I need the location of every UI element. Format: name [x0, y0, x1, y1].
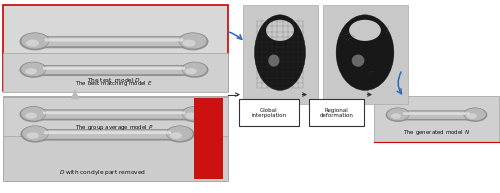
FancyBboxPatch shape — [43, 111, 185, 114]
Ellipse shape — [20, 62, 48, 78]
Ellipse shape — [26, 68, 37, 74]
Text: Regional
deformation: Regional deformation — [320, 108, 354, 118]
Ellipse shape — [21, 62, 46, 77]
Bar — [2, 96, 228, 181]
Ellipse shape — [170, 132, 182, 139]
Ellipse shape — [391, 113, 401, 119]
Bar — [194, 98, 222, 179]
Text: Global
interpolation: Global interpolation — [252, 108, 286, 118]
Ellipse shape — [20, 33, 50, 50]
Ellipse shape — [182, 62, 207, 77]
Bar — [2, 97, 228, 136]
FancyBboxPatch shape — [34, 110, 194, 119]
FancyBboxPatch shape — [403, 112, 470, 115]
Ellipse shape — [26, 132, 39, 139]
FancyBboxPatch shape — [34, 109, 194, 120]
Ellipse shape — [179, 33, 207, 49]
Ellipse shape — [165, 126, 194, 143]
Ellipse shape — [387, 108, 409, 121]
Text: The generated model $\mathit{N}$: The generated model $\mathit{N}$ — [403, 128, 470, 137]
Ellipse shape — [185, 113, 197, 119]
Ellipse shape — [336, 15, 394, 90]
Bar — [242, 5, 318, 104]
Ellipse shape — [22, 126, 48, 141]
Ellipse shape — [386, 108, 410, 122]
Bar — [374, 96, 499, 142]
Ellipse shape — [26, 113, 37, 119]
Text: The best matching model $\mathit{E}$: The best matching model $\mathit{E}$ — [75, 79, 153, 88]
Ellipse shape — [268, 54, 280, 67]
Ellipse shape — [21, 33, 49, 49]
FancyBboxPatch shape — [36, 130, 179, 139]
Ellipse shape — [349, 20, 381, 41]
Ellipse shape — [185, 68, 197, 74]
FancyBboxPatch shape — [36, 37, 192, 47]
Text: The group average model $\mathit{P}$: The group average model $\mathit{P}$ — [75, 123, 153, 132]
Ellipse shape — [26, 40, 39, 47]
Ellipse shape — [182, 40, 196, 47]
FancyBboxPatch shape — [34, 65, 194, 76]
Ellipse shape — [466, 113, 477, 119]
FancyBboxPatch shape — [36, 129, 180, 141]
FancyBboxPatch shape — [34, 66, 194, 75]
FancyBboxPatch shape — [36, 36, 192, 48]
Ellipse shape — [254, 15, 306, 90]
Bar — [322, 5, 408, 104]
Bar — [239, 99, 299, 126]
Bar — [309, 99, 364, 126]
Ellipse shape — [462, 108, 487, 122]
Ellipse shape — [20, 126, 50, 143]
Text: The test  model $\mathit{D}$: The test model $\mathit{D}$ — [87, 76, 141, 84]
FancyBboxPatch shape — [44, 131, 171, 134]
Ellipse shape — [166, 126, 193, 141]
Ellipse shape — [178, 33, 208, 50]
FancyBboxPatch shape — [43, 67, 185, 70]
Ellipse shape — [182, 107, 207, 121]
FancyBboxPatch shape — [398, 110, 475, 120]
FancyBboxPatch shape — [44, 38, 184, 41]
Ellipse shape — [21, 107, 46, 121]
Ellipse shape — [352, 54, 364, 67]
Bar — [2, 5, 228, 91]
Bar — [2, 53, 228, 92]
Ellipse shape — [266, 20, 294, 41]
Ellipse shape — [464, 108, 486, 121]
Ellipse shape — [180, 106, 208, 122]
FancyBboxPatch shape — [398, 111, 474, 119]
Ellipse shape — [20, 106, 48, 122]
Text: $\mathit{D}$ with condyle part removed: $\mathit{D}$ with condyle part removed — [59, 168, 146, 177]
Ellipse shape — [180, 62, 208, 78]
